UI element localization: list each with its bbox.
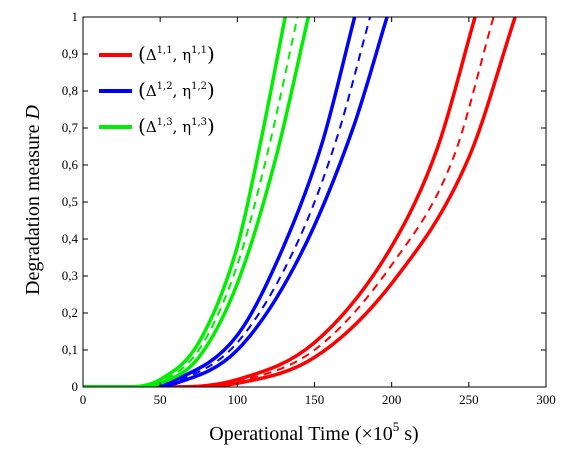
y-tick-label: 0 [72, 379, 79, 394]
y-tick-label: 0,7 [62, 120, 79, 135]
x-tick-label: 150 [305, 392, 325, 407]
x-axis-label: Operational Time (×105 s) [209, 419, 418, 445]
legend-eta-symbol: η [182, 46, 191, 64]
x-axis-label-tail: s) [399, 423, 418, 445]
x-tick-label: 50 [154, 392, 167, 407]
x-tick-label: 200 [382, 392, 402, 407]
x-axis-label-main: Operational Time (×10 [209, 423, 393, 445]
y-axis-label-main: Degradation measure [22, 124, 44, 295]
legend-open-paren: ( [138, 114, 146, 138]
legend-close-paren: ) [207, 78, 215, 102]
legend-eta-symbol: η [182, 118, 191, 136]
y-tick-label: 0,9 [62, 46, 78, 61]
y-axis-label-symbol: D [22, 104, 44, 120]
legend-comma: , [173, 46, 183, 64]
series-1-mean-dashed [83, 17, 495, 387]
legend-label-2: (Δ1,2, η1,2) [138, 78, 215, 102]
legend-superscript: 1,1 [157, 45, 173, 56]
y-axis-label: Degradation measure D [22, 104, 44, 294]
legend-superscript: 1,2 [191, 81, 207, 92]
x-tick-label: 250 [459, 392, 479, 407]
legend-superscript: 1,2 [157, 81, 173, 92]
legend-open-paren: ( [138, 42, 146, 66]
y-tick-label: 0,3 [62, 268, 78, 283]
legend-label-1: (Δ1,1, η1,1) [138, 42, 215, 66]
legend-delta-symbol: Δ [146, 82, 157, 100]
y-tick-label: 1 [72, 9, 79, 24]
legend-close-paren: ) [207, 114, 215, 138]
tick-layer: 0 50 100 150 200 250 300 0 0,1 0,2 0,3 0,4 0,5 0,6 0,7… [62, 9, 556, 407]
legend-eta-symbol: η [182, 82, 191, 100]
legend-superscript: 1,1 [191, 45, 207, 56]
legend-superscript: 1,3 [191, 117, 207, 128]
x-axis-label-exponent: 5 [393, 419, 400, 434]
y-tick-label: 0,1 [62, 342, 78, 357]
series-layer [83, 17, 517, 387]
x-tick-label: 0 [80, 392, 87, 407]
series-1-bound-solid [83, 17, 477, 387]
y-tick-label: 0,4 [62, 231, 79, 246]
legend-close-paren: ) [207, 42, 215, 66]
legend-open-paren: ( [138, 78, 146, 102]
y-tick-label: 0,6 [62, 157, 79, 172]
series-3-mean-dashed [83, 17, 299, 387]
legend-superscript: 1,3 [157, 117, 173, 128]
legend: (Δ1,1, η1,1) (Δ1,2, η1,2) (Δ1,3, η1,3) [99, 42, 215, 138]
y-tick-label: 0,8 [62, 83, 78, 98]
y-tick-label: 0,5 [62, 194, 78, 209]
y-tick-label: 0,2 [62, 305, 78, 320]
x-tick-label: 100 [228, 392, 248, 407]
legend-comma: , [173, 82, 183, 100]
x-tick-label: 300 [536, 392, 556, 407]
legend-comma: , [173, 118, 183, 136]
series-1-bound-solid [83, 17, 517, 387]
legend-delta-symbol: Δ [146, 46, 157, 64]
legend-delta-symbol: Δ [146, 118, 157, 136]
legend-label-3: (Δ1,3, η1,3) [138, 114, 215, 138]
